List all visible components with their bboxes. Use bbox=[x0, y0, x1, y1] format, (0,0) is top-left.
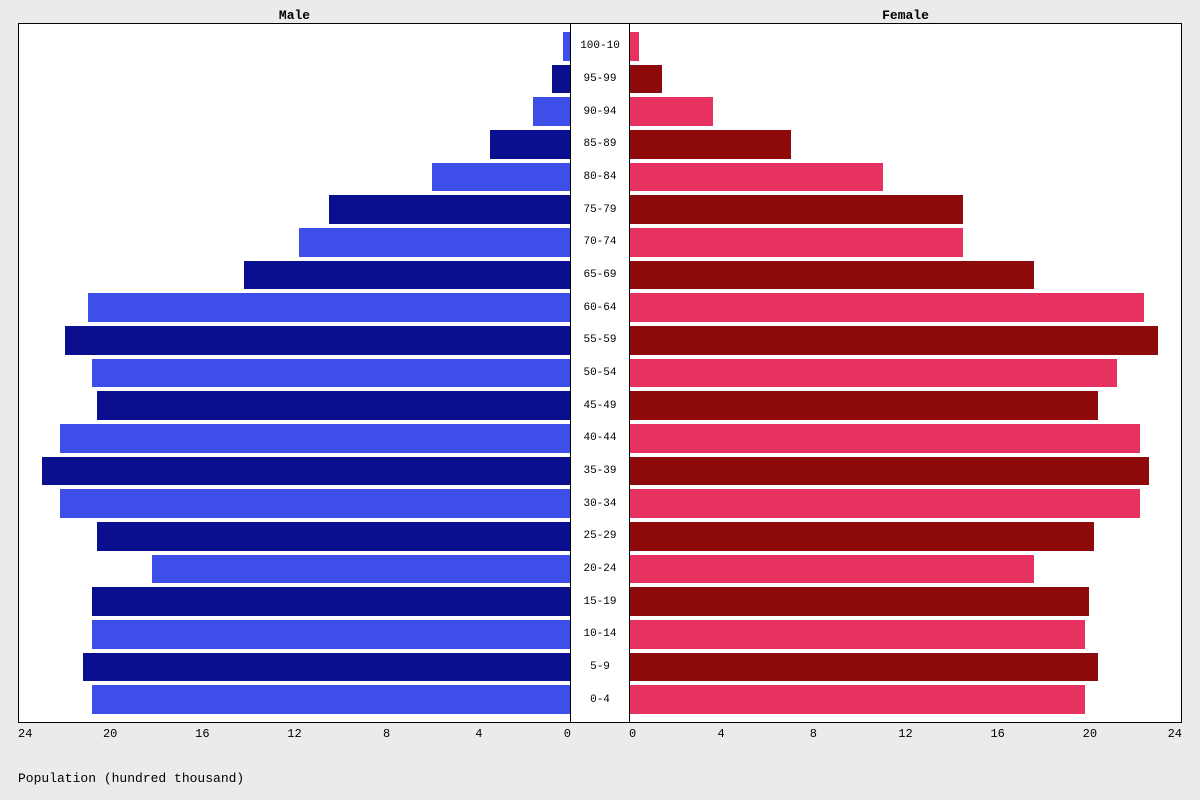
axis-tick: 0 bbox=[564, 727, 571, 741]
axis-tick: 16 bbox=[990, 727, 1004, 741]
female-bar bbox=[630, 326, 1158, 355]
age-label: 55-59 bbox=[571, 324, 629, 357]
age-label: 100-10 bbox=[571, 30, 629, 63]
header-male: Male bbox=[18, 8, 571, 23]
female-bar bbox=[630, 653, 1098, 682]
female-bar bbox=[630, 489, 1140, 518]
male-bar bbox=[244, 261, 570, 290]
female-bar bbox=[630, 195, 963, 224]
x-axis-male: 24 20 16 12 8 4 0 bbox=[18, 725, 571, 745]
male-bar bbox=[92, 685, 570, 714]
age-label: 95-99 bbox=[571, 63, 629, 96]
age-label: 25-29 bbox=[571, 520, 629, 553]
male-bar bbox=[92, 620, 570, 649]
male-bar bbox=[65, 326, 570, 355]
male-bar bbox=[533, 97, 570, 126]
female-bar bbox=[630, 391, 1098, 420]
male-bar bbox=[329, 195, 570, 224]
male-bar bbox=[60, 424, 570, 453]
age-label: 40-44 bbox=[571, 422, 629, 455]
male-bar bbox=[552, 65, 570, 94]
male-bar bbox=[432, 163, 570, 192]
axis-tick: 8 bbox=[810, 727, 817, 741]
age-label: 5-9 bbox=[571, 651, 629, 684]
age-label: 20-24 bbox=[571, 553, 629, 586]
x-axis-female: 24 20 16 12 8 4 0 bbox=[629, 725, 1182, 745]
female-bar bbox=[630, 424, 1140, 453]
female-panel bbox=[629, 23, 1182, 723]
male-bar bbox=[152, 555, 570, 584]
male-bar bbox=[97, 522, 570, 551]
male-bar bbox=[42, 457, 570, 486]
male-bar bbox=[97, 391, 570, 420]
axis-tick: 4 bbox=[475, 727, 482, 741]
female-bar bbox=[630, 359, 1117, 388]
age-label: 50-54 bbox=[571, 357, 629, 390]
axis-tick: 20 bbox=[1083, 727, 1097, 741]
male-bar bbox=[88, 293, 570, 322]
x-axis-row: 24 20 16 12 8 4 0 24 20 16 12 8 4 0 bbox=[18, 725, 1182, 745]
female-bar bbox=[630, 620, 1085, 649]
age-column: 100-1095-9990-9485-8980-8475-7970-7465-6… bbox=[571, 23, 629, 723]
headers-row: Male Female bbox=[18, 8, 1182, 23]
age-label: 75-79 bbox=[571, 193, 629, 226]
male-bar bbox=[563, 32, 570, 61]
age-label: 85-89 bbox=[571, 128, 629, 161]
female-bar bbox=[630, 163, 883, 192]
male-bar bbox=[92, 587, 570, 616]
female-bar bbox=[630, 293, 1144, 322]
age-label: 80-84 bbox=[571, 161, 629, 194]
age-label: 45-49 bbox=[571, 389, 629, 422]
axis-tick: 8 bbox=[383, 727, 390, 741]
female-bar bbox=[630, 65, 662, 94]
female-bar bbox=[630, 228, 963, 257]
axis-tick: 12 bbox=[898, 727, 912, 741]
age-label: 10-14 bbox=[571, 618, 629, 651]
female-bar bbox=[630, 261, 1034, 290]
male-bar bbox=[92, 359, 570, 388]
age-label: 30-34 bbox=[571, 487, 629, 520]
age-label: 60-64 bbox=[571, 291, 629, 324]
male-panel bbox=[18, 23, 571, 723]
population-pyramid: Male Female 100-1095-9990-9485-8980-8475… bbox=[18, 8, 1182, 745]
female-bar bbox=[630, 522, 1094, 551]
axis-tick: 4 bbox=[718, 727, 725, 741]
female-bar bbox=[630, 587, 1089, 616]
female-bar bbox=[630, 457, 1149, 486]
male-bar bbox=[83, 653, 570, 682]
axis-tick: 24 bbox=[18, 727, 32, 741]
axis-tick: 24 bbox=[1168, 727, 1182, 741]
axis-tick: 16 bbox=[195, 727, 209, 741]
axis-tick: 12 bbox=[287, 727, 301, 741]
age-label: 15-19 bbox=[571, 585, 629, 618]
female-bar bbox=[630, 685, 1085, 714]
age-label: 70-74 bbox=[571, 226, 629, 259]
x-axis-label: Population (hundred thousand) bbox=[18, 771, 244, 786]
axis-tick: 0 bbox=[629, 727, 636, 741]
age-label: 0-4 bbox=[571, 683, 629, 716]
male-bar bbox=[299, 228, 570, 257]
male-bar bbox=[490, 130, 570, 159]
female-bar bbox=[630, 555, 1034, 584]
female-bar bbox=[630, 97, 713, 126]
age-label: 90-94 bbox=[571, 95, 629, 128]
age-label: 65-69 bbox=[571, 259, 629, 292]
plot-row: 100-1095-9990-9485-8980-8475-7970-7465-6… bbox=[18, 23, 1182, 723]
header-female: Female bbox=[629, 8, 1182, 23]
axis-tick: 20 bbox=[103, 727, 117, 741]
age-label: 35-39 bbox=[571, 455, 629, 488]
female-bar bbox=[630, 130, 791, 159]
male-bar bbox=[60, 489, 570, 518]
female-bar bbox=[630, 32, 639, 61]
